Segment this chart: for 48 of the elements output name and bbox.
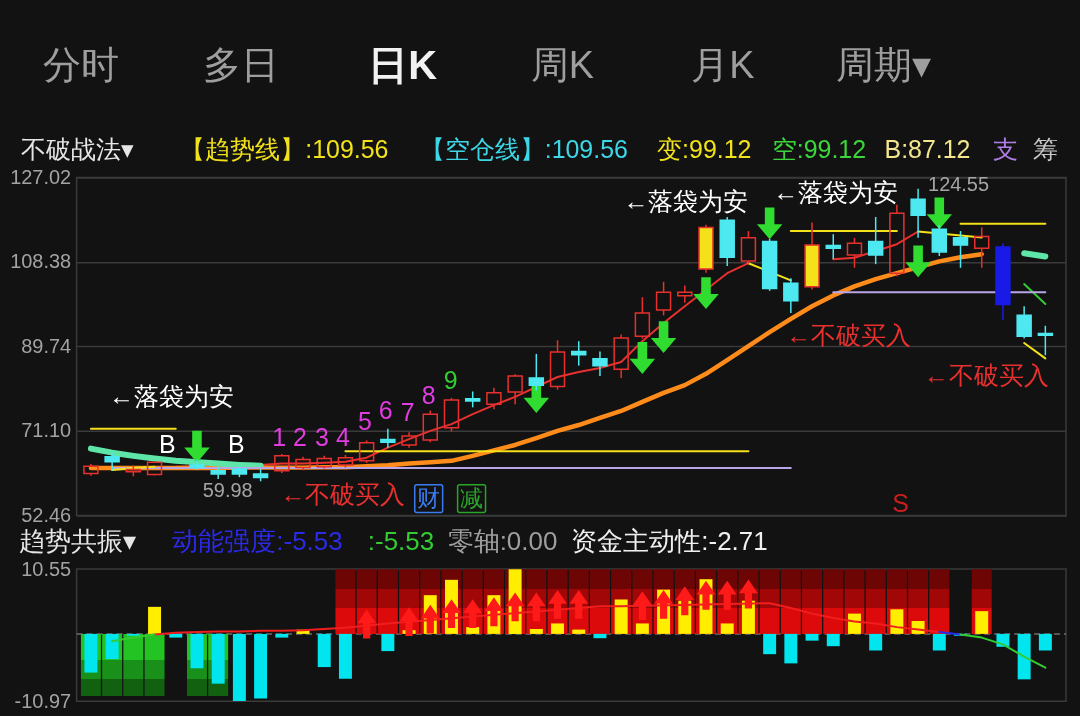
annotation: 2: [293, 422, 307, 451]
annotation: B: [159, 429, 176, 458]
text: 趋势共振▾: [18, 526, 136, 555]
annotation: ←落袋为安: [623, 187, 749, 216]
text: 日K: [368, 42, 438, 87]
annotation: ←落袋为安: [108, 381, 234, 410]
text: 变:99.12: [657, 134, 752, 163]
annotation: ←不破买入: [280, 479, 406, 508]
annotation: ←落袋为安: [773, 178, 899, 207]
annotation: 5: [357, 406, 372, 435]
text: 支: [993, 134, 1019, 163]
text: 周K: [530, 43, 594, 86]
y-tick-label: 71.10: [21, 419, 72, 442]
text: 空:99.12: [771, 134, 867, 163]
text: 筹: [1032, 134, 1058, 163]
text: 多日: [203, 43, 280, 86]
y-tick-label: 89.74: [21, 334, 72, 357]
text: 【趋势线】:109.56: [180, 134, 389, 163]
annotation: S: [892, 488, 909, 517]
annotation: 3: [315, 422, 329, 451]
annotation: 减: [460, 484, 484, 511]
text: 动能强度:-5.53: [172, 526, 343, 555]
text: 不破战法▾: [20, 134, 134, 163]
annotation: 4: [335, 422, 350, 451]
annotation: 财: [417, 484, 441, 511]
text: 124.55: [928, 172, 990, 195]
y-tick-label: 127.02: [10, 165, 72, 188]
annotation: 6: [378, 395, 393, 424]
text: B:87.12: [884, 134, 971, 163]
annotation: 7: [400, 397, 415, 426]
text: :-5.53: [367, 526, 435, 555]
text: 【空仓线】:109.56: [419, 134, 628, 163]
text: 资金主动性:-2.71: [571, 526, 768, 555]
annotation: ←不破买入: [923, 360, 1049, 389]
y-tick-label: 10.55: [21, 557, 72, 580]
text: 59.98: [202, 479, 253, 502]
annotation: 1: [272, 422, 287, 451]
y-tick-label: -10.97: [14, 689, 72, 712]
annotation: 8: [421, 380, 436, 409]
text: 周期▾: [836, 43, 932, 86]
annotation: B: [227, 429, 245, 458]
annotation: 9: [443, 365, 458, 394]
text: 分时: [42, 43, 119, 86]
text: 零轴:0.00: [447, 526, 558, 555]
text: 月K: [691, 43, 755, 86]
annotation: ←不破买入: [786, 321, 912, 350]
y-tick-label: 108.38: [10, 250, 72, 273]
y-tick-label: 52.46: [21, 503, 72, 526]
